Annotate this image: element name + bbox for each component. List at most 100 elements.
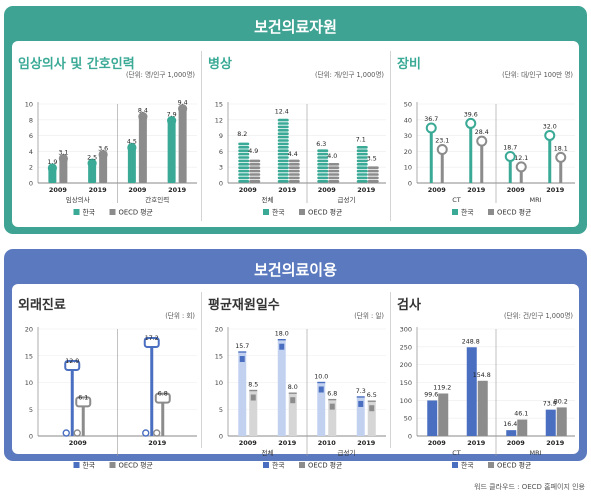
korea-bar	[167, 120, 176, 183]
korea-value-label: 8.2	[237, 131, 247, 138]
korea-bar-segment	[277, 156, 289, 159]
x-group-label: 급성기	[338, 195, 356, 204]
x-year-label: 2019	[357, 439, 376, 447]
y-tick-label: 150	[400, 379, 412, 387]
x-year-label: 2019	[467, 439, 486, 447]
x-year-label: 2019	[467, 186, 486, 194]
oecd-value-label: 6.8	[327, 391, 337, 398]
korea-bar-badge	[504, 150, 516, 162]
legend-label-korea: 한국	[83, 462, 96, 470]
korea-bar	[317, 149, 329, 183]
oecd-bar	[249, 390, 258, 436]
chart-stay: 0 5 10 15 20 15.7 8.5 2009 18.0 8.0 2019 전체 10.0 6.8 2…	[215, 326, 386, 470]
korea-bar	[238, 142, 250, 183]
korea-value-label: 36.7	[424, 116, 438, 123]
legend-label-oecd: OECD 평균	[497, 208, 531, 217]
x-group-label: MRI	[529, 196, 541, 204]
korea-bar-base	[142, 429, 150, 437]
oecd-bar	[328, 163, 340, 183]
panel-exams: 검사 (단위: 건/인구 1,000명) 0 50 100 150 200 250 300 9…	[391, 284, 579, 470]
korea-bar-segment	[317, 173, 329, 176]
korea-bar	[277, 339, 286, 436]
korea-bar-segment	[317, 163, 329, 166]
y-tick-label: 2	[29, 164, 33, 172]
legend-swatch-oecd	[109, 209, 116, 215]
panel-title: 장비	[397, 57, 421, 72]
korea-bar-segment	[277, 146, 289, 149]
oecd-bar-cap	[58, 153, 68, 164]
korea-value-label: 1.9	[47, 159, 57, 166]
korea-bar	[356, 396, 365, 436]
y-tick-label: 0	[29, 433, 33, 441]
y-tick-label: 10	[25, 101, 33, 109]
x-year-label: 2009	[428, 186, 447, 194]
panel-divider	[201, 292, 202, 448]
chart-beds: 0 3 6 9 12 15 8.2 4.9 2009 12.4 4.4 2019 전체 6.34.0 200…	[215, 101, 386, 217]
panel-equipment: 장비 (단위: 대/인구 100만 명) 0 10 20 30 40 50 36.7 23.1…	[391, 41, 579, 227]
korea-bar	[88, 163, 97, 183]
korea-bar-segment	[356, 149, 368, 152]
korea-bar-segment	[317, 152, 329, 156]
panel-divider	[390, 51, 391, 221]
oecd-value-label: 154.8	[473, 372, 491, 379]
y-tick-label: 20	[404, 148, 412, 156]
oecd-bar-segment	[367, 176, 379, 180]
korea-value-label: 99.6	[424, 391, 438, 398]
korea-value-label: 6.3	[316, 141, 326, 148]
x-year-label: 2019	[168, 186, 187, 194]
korea-value-label: 248.8	[462, 338, 480, 345]
oecd-bar-segment	[249, 159, 261, 163]
y-tick-label: 4	[29, 148, 33, 156]
oecd-bar-segment	[288, 169, 300, 173]
oecd-bar-segment	[288, 176, 300, 180]
korea-bar-segment	[238, 146, 250, 149]
oecd-bar-segment	[288, 173, 300, 176]
oecd-bar-segment	[249, 169, 261, 173]
legend-label-korea: 한국	[461, 462, 474, 470]
resources-section-title: 보건의료자원	[254, 18, 337, 36]
korea-value-label: 17.2	[145, 335, 159, 342]
legend-swatch-korea	[73, 462, 80, 468]
korea-bar	[548, 132, 552, 183]
x-year-label: 2019	[89, 186, 108, 194]
x-year-label: 2009	[239, 186, 258, 194]
panel-outpatient: 외래진료 (단위 : 회) 0 5 10 15 20 12.9 6.1 2009 17.2 6.8…	[12, 284, 201, 470]
korea-value-label: 7.1	[356, 137, 366, 144]
y-tick-label: 6	[219, 148, 223, 156]
korea-bar	[238, 352, 247, 436]
korea-value-label: 12.4	[275, 109, 289, 116]
y-tick-label: 5	[219, 406, 223, 414]
x-year-label: 2009	[69, 439, 88, 447]
panel-unit: (단위: 대/인구 100만 명)	[502, 71, 573, 79]
oecd-bar-badge	[515, 161, 527, 173]
korea-bar-segment	[317, 180, 329, 183]
legend-label-korea: 한국	[83, 209, 96, 217]
y-tick-label: 250	[400, 343, 412, 351]
legend-swatch-korea	[73, 209, 80, 215]
legend-label-korea: 한국	[272, 209, 285, 217]
panel-divider	[201, 51, 202, 221]
korea-bar-segment	[277, 149, 289, 152]
oecd-value-label: 3.6	[98, 146, 108, 153]
korea-bar-segment	[356, 156, 368, 159]
korea-bar-segment	[238, 152, 250, 156]
x-group-label: 급성기	[338, 448, 356, 457]
panel-unit: (단위 : 일)	[354, 312, 384, 320]
oecd-bar-segment	[367, 173, 379, 176]
x-group-label: 전체	[262, 195, 274, 204]
korea-bar-segment	[238, 149, 250, 152]
oecd-bar-marker	[290, 397, 296, 404]
korea-bar-segment	[277, 122, 289, 125]
korea-bar-segment	[238, 173, 250, 176]
oecd-value-label: 8.0	[288, 384, 298, 391]
x-group-label: 간호인력	[145, 195, 169, 204]
legend-swatch-korea	[452, 462, 458, 468]
oecd-bar	[519, 163, 523, 183]
korea-bar-segment	[356, 176, 368, 180]
panel-divider	[390, 292, 391, 448]
panel-title: 병상	[208, 57, 232, 72]
utilization-section-title: 보건의료이용	[254, 261, 337, 279]
korea-bar-head	[64, 359, 81, 371]
panel-unit: (단위 : 회)	[165, 312, 195, 320]
